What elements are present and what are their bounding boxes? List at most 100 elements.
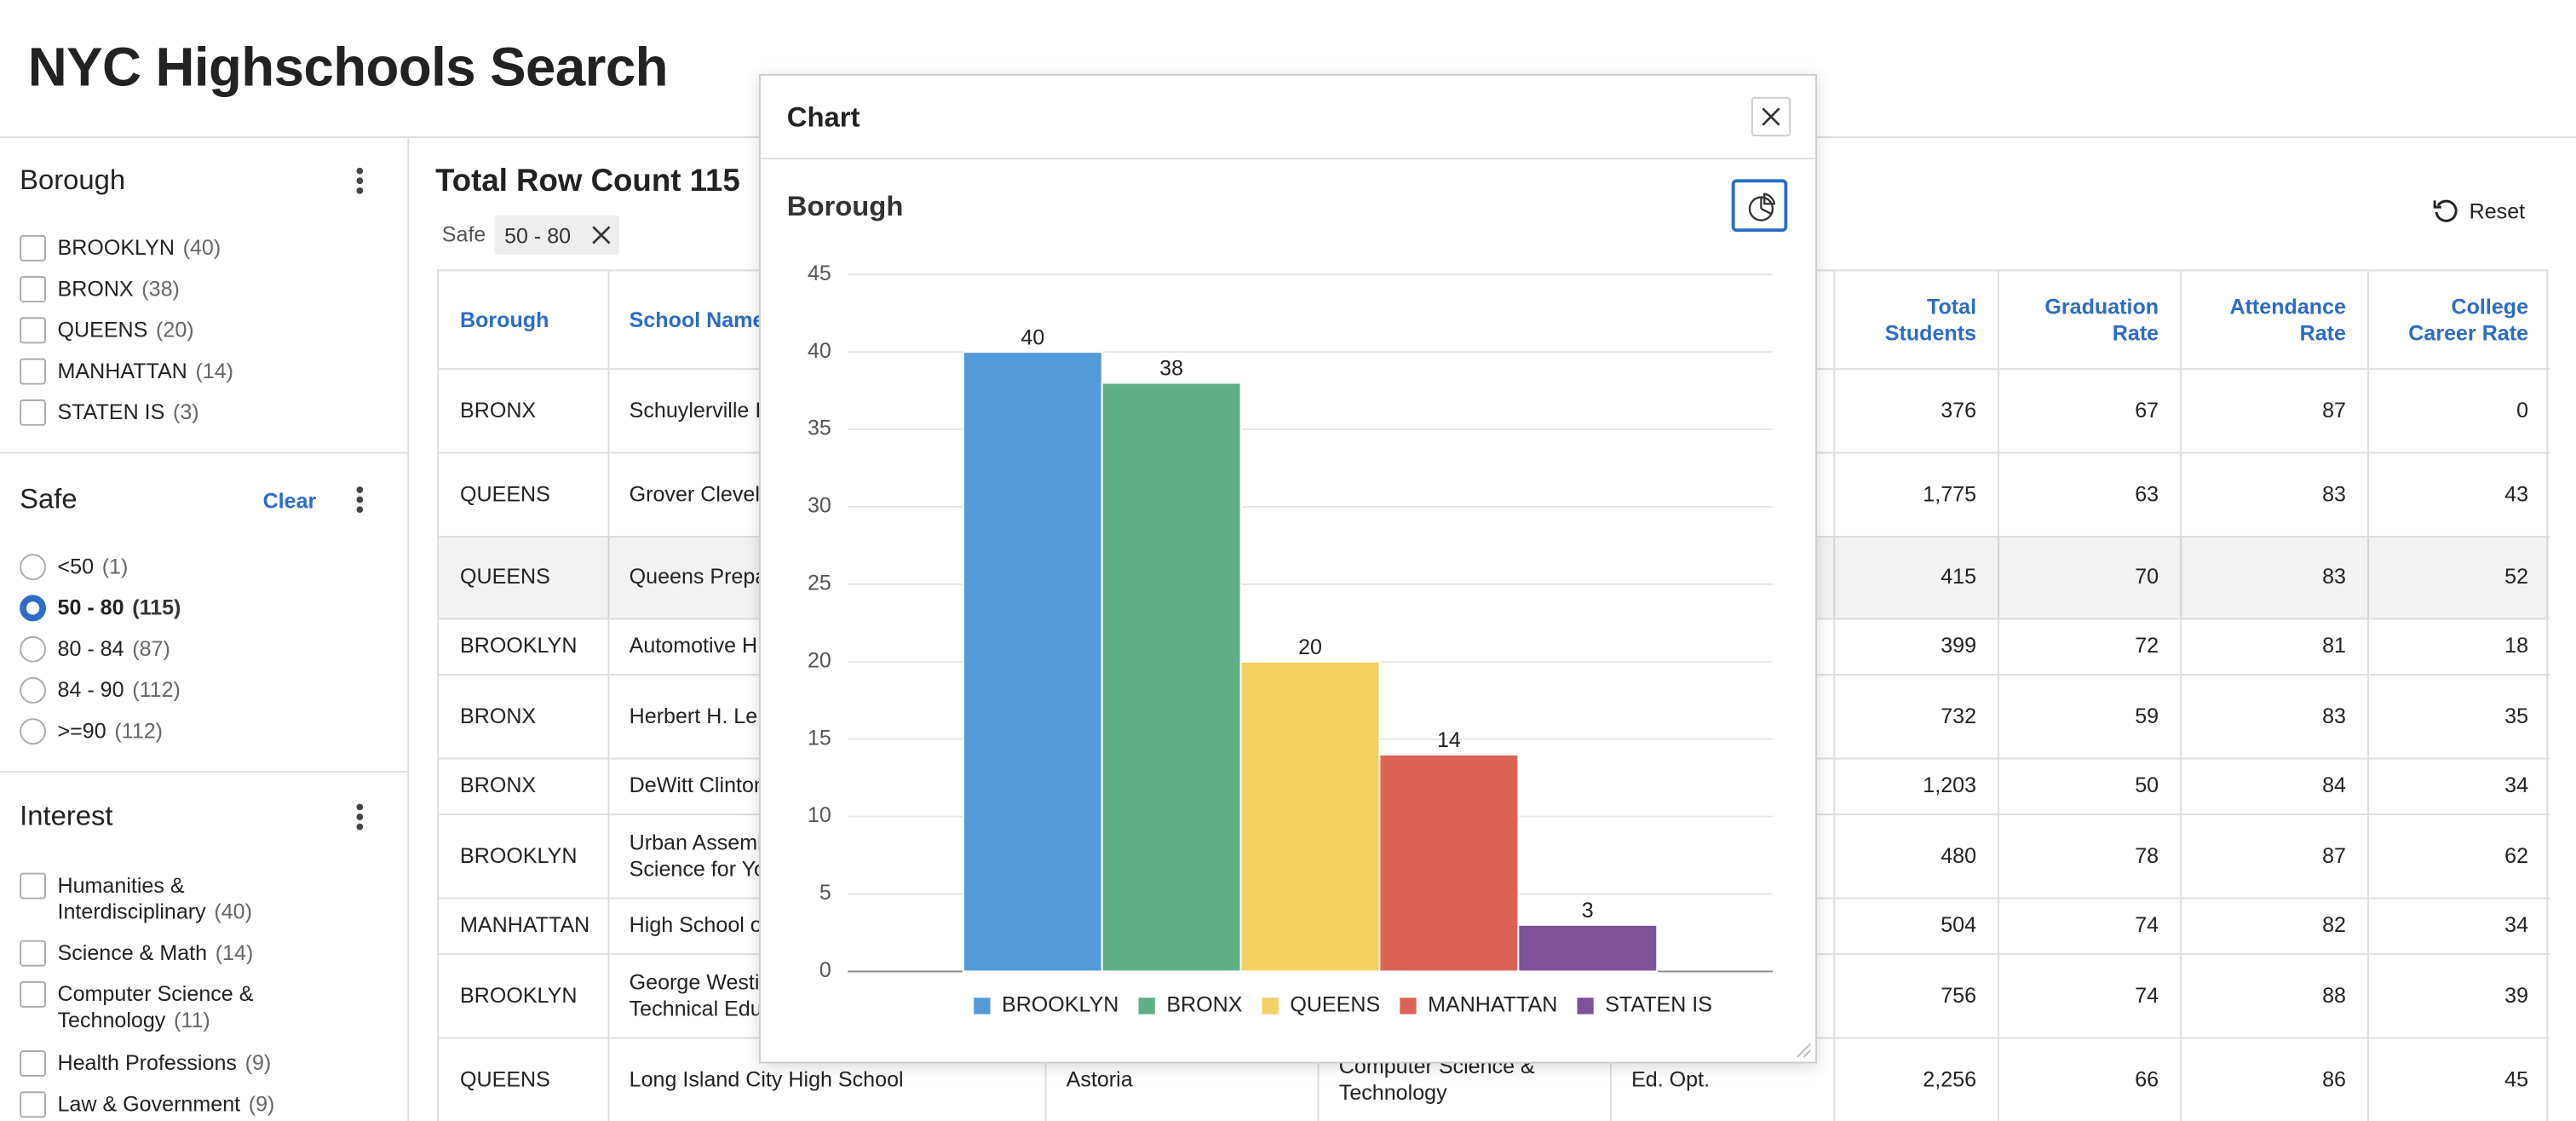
radio[interactable]	[20, 595, 46, 622]
data-label: 3	[1582, 899, 1594, 923]
facet-title: Interest	[20, 800, 113, 832]
radio[interactable]	[20, 677, 46, 704]
option-count: (87)	[132, 635, 170, 661]
table-cell: 45	[2504, 1066, 2529, 1092]
radio[interactable]	[20, 554, 46, 581]
clear-button[interactable]: Clear	[262, 488, 317, 514]
menu-dot	[356, 187, 364, 194]
radio[interactable]	[20, 635, 46, 663]
radio[interactable]	[20, 718, 46, 745]
facet-option[interactable]: 80 - 84 (87)	[57, 636, 287, 663]
y-tick-label: 5	[819, 881, 831, 905]
facet-option[interactable]: STATEN IS (3)	[57, 400, 287, 426]
legend-swatch	[1400, 997, 1417, 1015]
table-cell: BRONX	[459, 702, 537, 727]
chart-type-button[interactable]	[1731, 179, 1788, 233]
facet-option[interactable]: QUEENS (20)	[57, 317, 287, 343]
table-cell: 480	[1941, 842, 1977, 867]
checkbox[interactable]	[20, 276, 46, 303]
table-cell: 74	[2135, 981, 2159, 1007]
facet-option[interactable]: Law & Government (9)	[57, 1091, 287, 1118]
table-cell: 756	[1941, 981, 1977, 1007]
menu-button[interactable]	[355, 167, 365, 194]
table-cell: 83	[2322, 702, 2346, 727]
table-cell: 74	[2135, 911, 2159, 937]
reset-button[interactable]: Reset	[2431, 194, 2525, 227]
pie-icon	[1748, 193, 1776, 221]
table-cell: 1,203	[1923, 772, 1977, 797]
table-cell: 83	[2322, 563, 2346, 589]
facet-option[interactable]: Humanities & Interdisciplinary (40)	[57, 873, 287, 926]
checkbox[interactable]	[20, 317, 46, 344]
facet-option[interactable]: Health Professions (9)	[57, 1050, 287, 1077]
option-count: (112)	[114, 718, 164, 744]
table-cell: Herbert H. Le	[629, 702, 758, 727]
checkbox[interactable]	[20, 1050, 46, 1077]
column-header[interactable]: Attendance Rate	[2229, 293, 2346, 345]
table-cell: 732	[1941, 702, 1977, 727]
column-header[interactable]: Borough	[459, 306, 549, 331]
table-cell: High School o	[629, 911, 762, 937]
checkbox[interactable]	[20, 872, 46, 900]
table-cell: Queens Prepa	[629, 563, 768, 589]
bar	[1378, 753, 1520, 973]
table-cell: 1,775	[1923, 480, 1977, 506]
legend: BROOKLYN BRONX QUEENS MANHATTAN STATEN IS	[974, 993, 1712, 1017]
facet-option[interactable]: BROOKLYN (40)	[57, 235, 287, 262]
facet-option[interactable]: Computer Science & Technology (11)	[57, 981, 287, 1034]
table-cell: 62	[2504, 842, 2529, 867]
table-cell: 2,256	[1923, 1066, 1977, 1092]
checkbox[interactable]	[20, 980, 46, 1008]
legend-swatch	[1262, 997, 1279, 1015]
checkbox[interactable]	[20, 234, 46, 262]
menu-dot	[356, 823, 364, 831]
facet-option[interactable]: 50 - 80 (115)	[57, 595, 287, 622]
facet-title: Safe	[20, 483, 78, 515]
column-header[interactable]: College Career Rate	[2408, 293, 2529, 345]
facet-option[interactable]: <50 (1)	[57, 554, 287, 580]
column-header[interactable]: Total Students	[1884, 293, 1977, 345]
table-cell: 87	[2322, 397, 2346, 422]
option-label: >=90	[57, 718, 106, 744]
facet-option[interactable]: Science & Math (14)	[57, 940, 287, 967]
column-header[interactable]: Graduation Rate	[2044, 293, 2159, 345]
bar	[1101, 382, 1242, 973]
table-cell: Schuylerville I	[629, 397, 762, 422]
table-cell: 43	[2504, 480, 2529, 506]
menu-button[interactable]	[355, 486, 365, 514]
filter-chip[interactable]: 50 - 80	[494, 215, 620, 256]
table-cell: 18	[2504, 632, 2529, 658]
sidebar-border	[407, 138, 410, 1121]
menu-button[interactable]	[355, 803, 365, 831]
y-tick-label: 30	[808, 494, 831, 518]
reset-icon	[2433, 198, 2458, 221]
option-label: STATEN IS	[57, 399, 165, 424]
facet-option[interactable]: BRONX (38)	[57, 276, 287, 302]
option-label: MANHATTAN	[57, 358, 187, 383]
y-tick-label: 40	[808, 339, 831, 363]
table-cell: QUEENS	[459, 480, 550, 506]
legend-swatch	[974, 997, 991, 1015]
resize-handle	[1797, 1043, 1811, 1058]
reset-label: Reset	[2469, 198, 2526, 223]
facet-option[interactable]: MANHATTAN (14)	[57, 359, 287, 385]
close-icon	[1762, 107, 1780, 126]
facet-option[interactable]: >=90 (112)	[57, 718, 287, 744]
checkbox[interactable]	[20, 940, 46, 967]
y-tick-label: 10	[808, 803, 831, 827]
table-cell: 399	[1941, 632, 1977, 658]
facet-option[interactable]: 84 - 90 (112)	[57, 677, 287, 704]
checkbox[interactable]	[20, 1091, 46, 1118]
remove-icon	[592, 226, 611, 244]
column-header[interactable]: School Name	[629, 306, 765, 331]
close-button[interactable]	[1751, 96, 1791, 137]
checkbox[interactable]	[20, 399, 46, 426]
option-label: Health Professions	[57, 1050, 237, 1075]
option-count: (1)	[101, 554, 129, 579]
data-label: 40	[1021, 325, 1044, 349]
checkbox[interactable]	[20, 358, 46, 385]
option-label: Computer Science & Technology	[57, 980, 254, 1032]
table-cell: 34	[2504, 772, 2529, 797]
option-label: 50 - 80	[57, 595, 124, 620]
